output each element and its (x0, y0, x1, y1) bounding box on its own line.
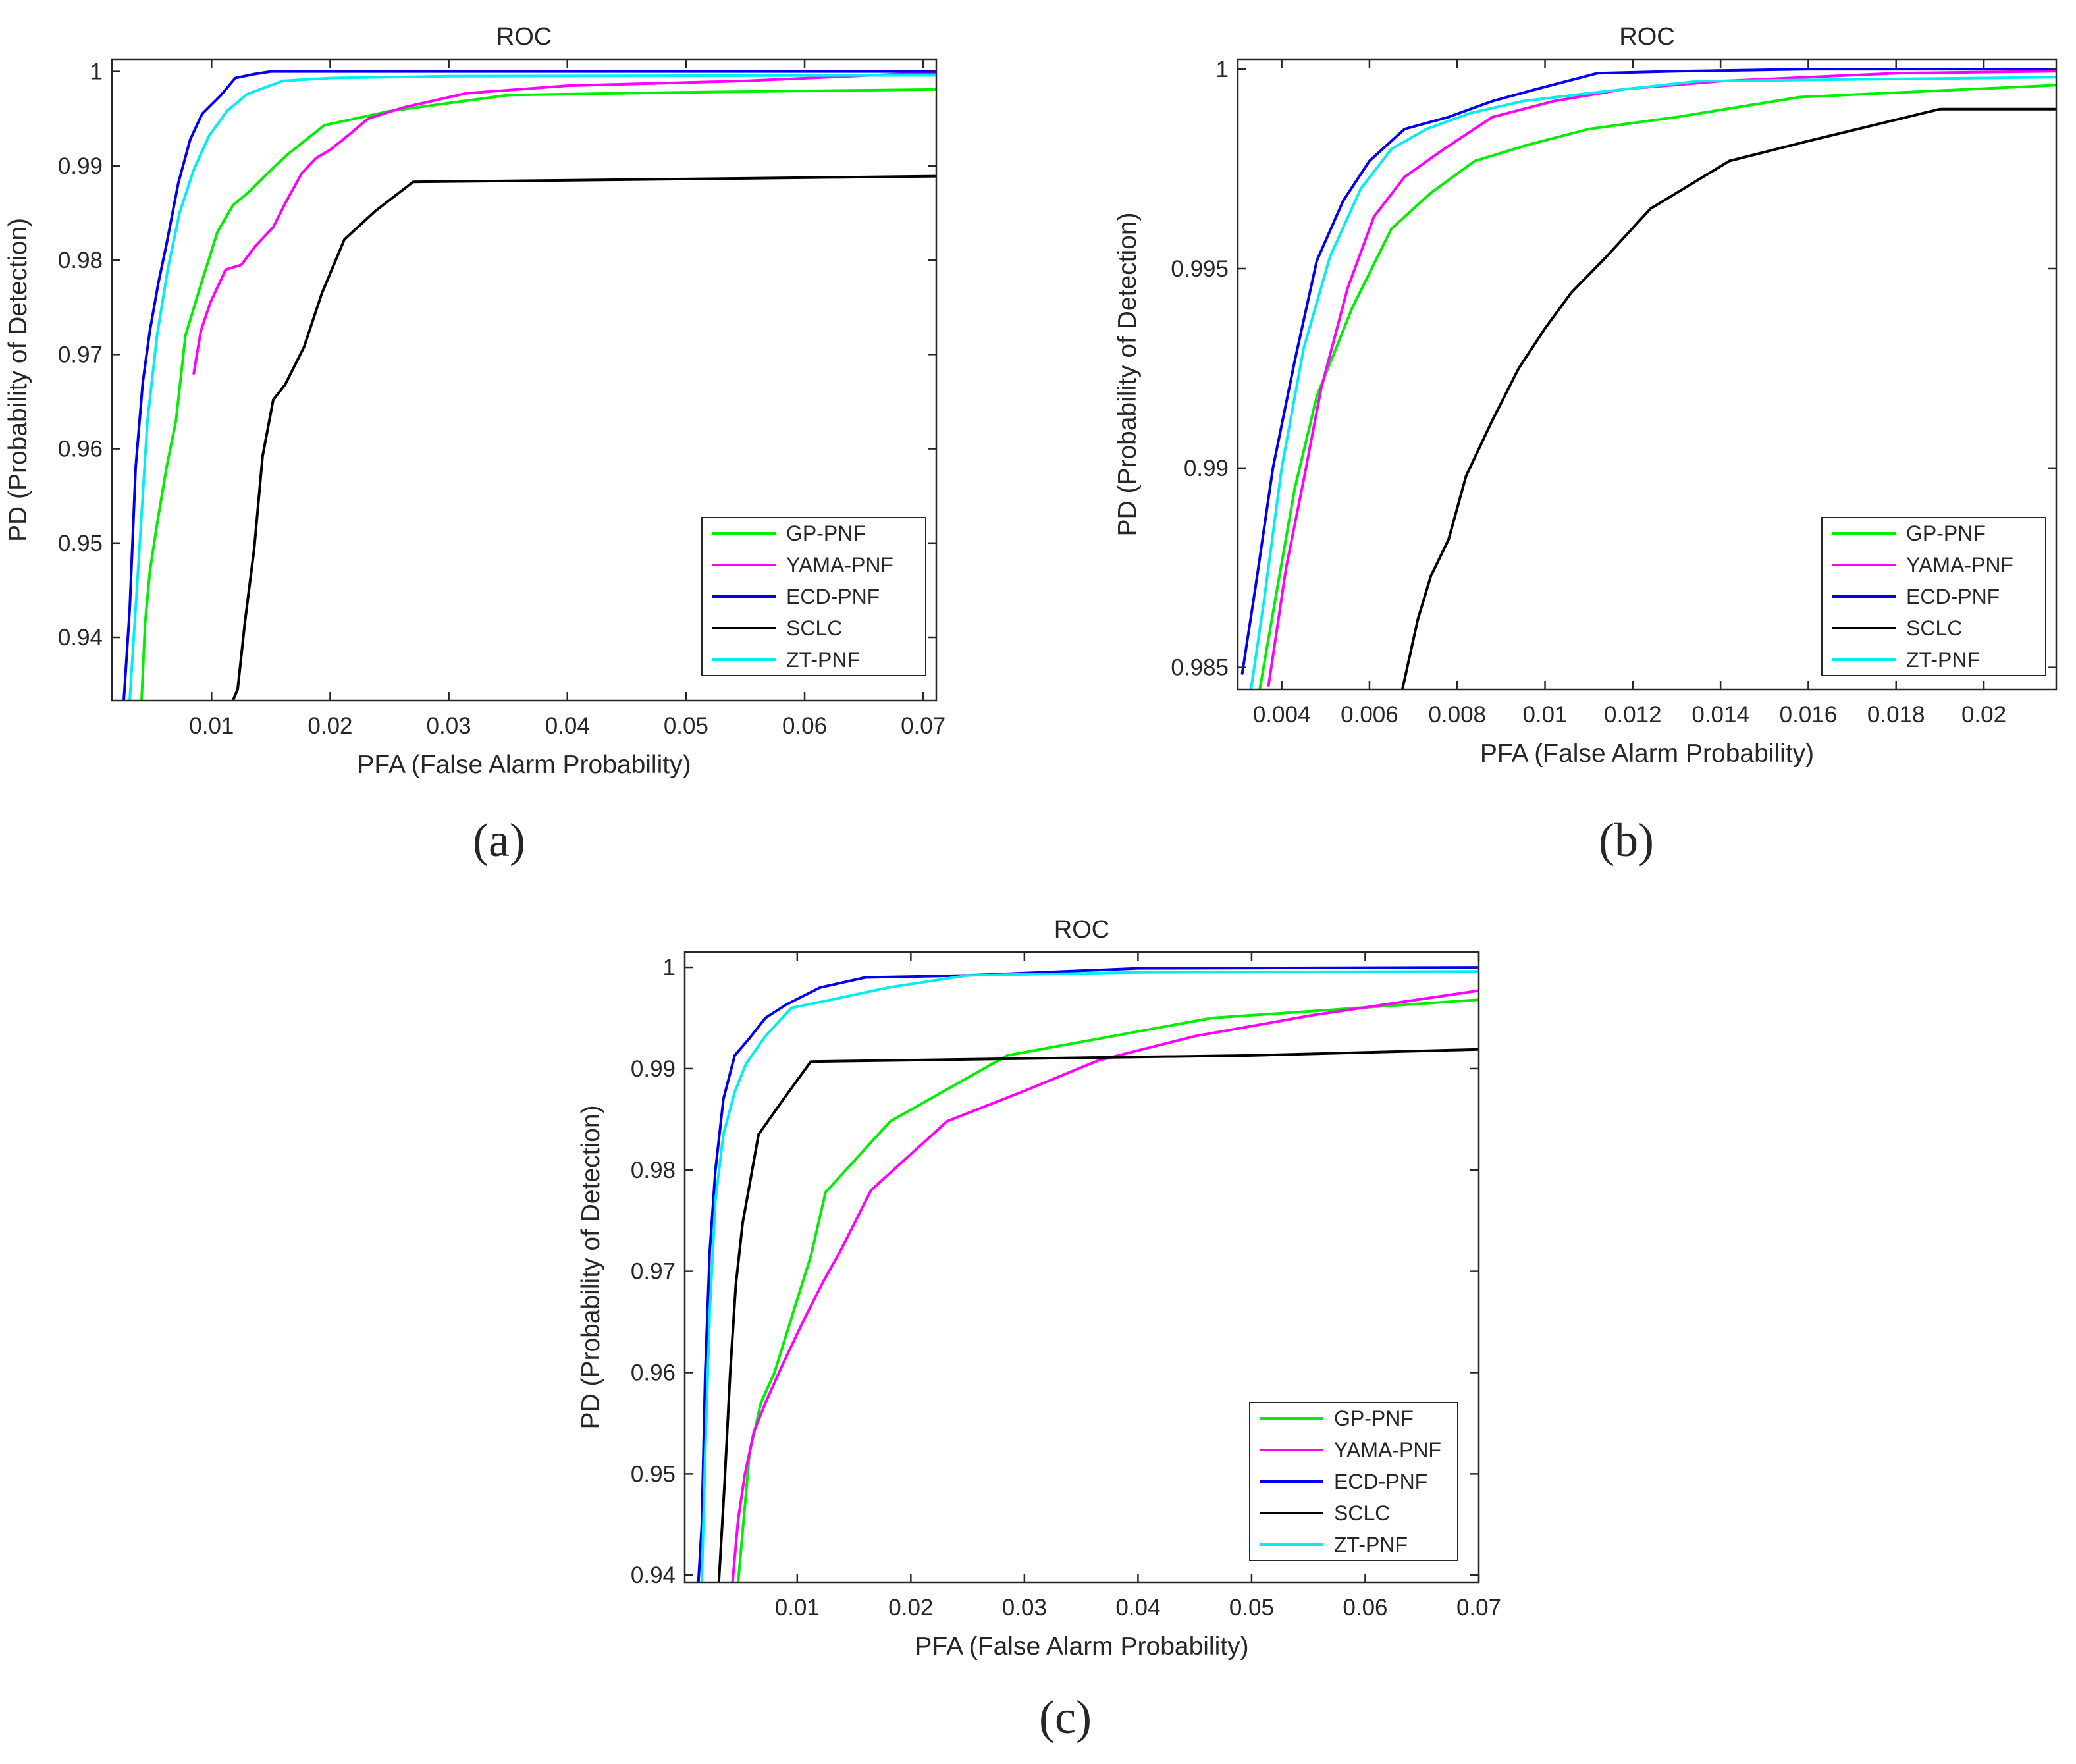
panel-b-legend-label-zt-pnf: ZT-PNF (1906, 648, 1980, 672)
panel-a-legend-label-zt-pnf: ZT-PNF (786, 648, 860, 672)
panel-a-legend-label-ecd-pnf: ECD-PNF (786, 585, 880, 608)
panel-a-series-yama-pnf (192, 71, 936, 375)
caption-b: (b) (1599, 814, 1654, 867)
panel-c-ytick-label: 0.99 (631, 1056, 676, 1082)
panel-a-chart: 0.01 0.02 0.03 0.04 0.05 0.06 0.07 0.94 0.95 0.96… (4, 23, 945, 779)
panel-a-xtick-label: 0.05 (664, 713, 708, 739)
panel-a-series-ecd-pnf (122, 70, 936, 701)
panel-b-axes-box (1237, 58, 2058, 691)
panel-c-series-yama-pnf (731, 989, 1479, 1582)
panel-b-ytick-label: 0.99 (1184, 456, 1229, 481)
panel-b-xtick-label: 0.02 (1961, 702, 2006, 728)
panel-c-series-sclc (717, 1048, 1479, 1582)
panel-b-legend-label-gp-pnf: GP-PNF (1906, 521, 1986, 545)
panel-a-series-gp-pnf (140, 88, 936, 701)
caption-c: (c) (1039, 1691, 1092, 1744)
panel-c-ytick-label: 0.96 (631, 1360, 676, 1386)
panel-b-xtick-label: 0.006 (1341, 702, 1398, 728)
panel-b-series-gp-pnf (1258, 84, 2056, 689)
panel-b-series-sclc (1400, 107, 2056, 689)
panel-a-legend-label-gp-pnf: GP-PNF (786, 521, 866, 545)
panel-a-legend-label-sclc: SCLC (786, 616, 842, 640)
panel-c-axes-box (683, 951, 1480, 1584)
panel-b-title: ROC (1619, 23, 1674, 51)
panel-b-ytick-label: 0.995 (1171, 256, 1229, 282)
panel-c-legend-label-yama-pnf: YAMA-PNF (1334, 1438, 1441, 1462)
panel-a-xtick-label: 0.07 (901, 713, 945, 739)
panel-b-legend-label-yama-pnf: YAMA-PNF (1906, 553, 2013, 577)
panel-b-series-yama-pnf (1267, 70, 2056, 687)
panel-a-legend-label-yama-pnf: YAMA-PNF (786, 553, 893, 577)
panel-b-xlabel: PFA (False Alarm Probability) (1480, 739, 1814, 768)
panel-b-series-zt-pnf (1250, 76, 2056, 689)
panel-c-ytick-label: 0.95 (631, 1461, 676, 1487)
panel-a-ytick-label: 0.94 (58, 625, 103, 651)
panel-b-ytick-label: 0.985 (1171, 655, 1229, 681)
plots-layer: 0.01 0.02 0.03 0.04 0.05 0.06 0.07 0.94 0.95 0.96… (4, 23, 2058, 1661)
panel-c-series-ecd-pnf (697, 966, 1479, 1582)
panel-a-ytick-label: 0.95 (58, 531, 103, 556)
panel-c-legend: GP-PNF YAMA-PNF ECD-PNF SCLC ZT-PNF (1249, 1402, 1458, 1561)
panel-c-legend-label-ecd-pnf: ECD-PNF (1334, 1470, 1427, 1493)
panel-c-series-group (697, 966, 1479, 1582)
caption-a: (a) (473, 814, 525, 867)
panel-a-ytick-label: 0.96 (58, 437, 103, 462)
panel-c-xtick-label: 0.05 (1229, 1595, 1274, 1620)
panel-a-ytick-label: 0.99 (58, 153, 103, 179)
panel-b-series-group (1240, 68, 2056, 689)
panel-a-ytick-label: 0.97 (58, 342, 103, 367)
panel-c-xtick-label: 0.07 (1456, 1595, 1501, 1620)
panel-b-ytick-label: 1 (1216, 57, 1229, 82)
panel-b-xtick-label: 0.014 (1691, 702, 1749, 728)
panel-b-xtick-label: 0.018 (1867, 702, 1925, 728)
panel-b-series-ecd-pnf (1240, 68, 2056, 675)
panel-c-ytick-label: 0.97 (631, 1259, 676, 1285)
panel-c-series-zt-pnf (700, 970, 1479, 1582)
panel-a-xtick-label: 0.06 (782, 713, 827, 739)
panel-b-xtick-label: 0.004 (1253, 702, 1311, 728)
panel-a-series-sclc (231, 174, 936, 701)
panel-b-ylabel: PD (Probability of Detection) (1113, 212, 1142, 536)
panel-c-xtick-label: 0.04 (1115, 1595, 1160, 1620)
panel-c-series-gp-pnf (737, 998, 1479, 1582)
panel-c-ytick-label: 0.94 (631, 1563, 676, 1588)
panel-c-chart: 0.01 0.02 0.03 0.04 0.05 0.06 0.07 0.94 0.95 0.96… (577, 916, 1501, 1661)
panel-c-xtick-label: 0.03 (1002, 1595, 1047, 1620)
panel-c-xtick-label: 0.02 (888, 1595, 933, 1620)
panel-c-ylabel: PD (Probability of Detection) (577, 1105, 605, 1429)
panel-a-series-zt-pnf (128, 74, 936, 701)
panel-b-legend-label-sclc: SCLC (1906, 616, 1962, 640)
panel-b-xtick-label: 0.016 (1780, 702, 1838, 728)
panel-a-title: ROC (496, 23, 552, 51)
panel-b-xtick-label: 0.008 (1428, 702, 1486, 728)
panel-b-legend: GP-PNF YAMA-PNF ECD-PNF SCLC ZT-PNF (1821, 517, 2046, 676)
panel-c-legend-label-gp-pnf: GP-PNF (1334, 1406, 1414, 1430)
panel-c-xlabel: PFA (False Alarm Probability) (915, 1632, 1248, 1661)
panel-c-legend-label-sclc: SCLC (1334, 1501, 1390, 1525)
panel-a-ylabel: PD (Probability of Detection) (4, 218, 32, 542)
panel-a-ytick-label: 0.98 (58, 248, 103, 273)
panel-a-series-group (122, 70, 936, 701)
panel-b-xtick-label: 0.01 (1522, 702, 1567, 728)
panel-c-xtick-label: 0.06 (1343, 1595, 1387, 1620)
panel-c-legend-label-zt-pnf: ZT-PNF (1334, 1533, 1408, 1557)
panel-b-xtick-label: 0.012 (1604, 702, 1662, 728)
panel-b-chart: 0.004 0.006 0.008 0.01 0.012 0.014 0.016 0.018 0… (1113, 23, 2058, 768)
panel-a-axes-box (111, 58, 938, 702)
panel-a-ytick-label: 1 (90, 59, 103, 85)
panel-c-xtick-label: 0.01 (775, 1595, 820, 1620)
panel-a-xlabel: PFA (False Alarm Probability) (357, 751, 691, 779)
panel-a-xtick-label: 0.02 (307, 713, 352, 739)
panel-c-title: ROC (1054, 916, 1109, 944)
panel-a-xtick-label: 0.01 (189, 713, 234, 739)
panel-c-ytick-label: 1 (663, 955, 676, 980)
panel-c-ytick-label: 0.98 (631, 1158, 676, 1183)
panel-a-xtick-label: 0.04 (545, 713, 590, 739)
panel-b-legend-label-ecd-pnf: ECD-PNF (1906, 585, 2000, 608)
panel-a-legend: GP-PNF YAMA-PNF ECD-PNF SCLC ZT-PNF (701, 517, 926, 676)
panel-a-xtick-label: 0.03 (427, 713, 471, 739)
